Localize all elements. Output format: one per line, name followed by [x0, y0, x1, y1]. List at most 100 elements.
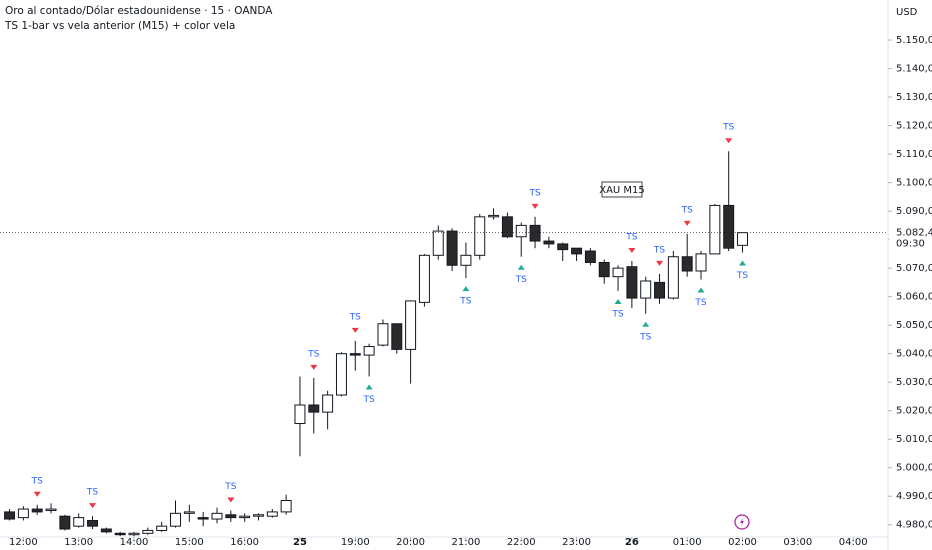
annotation-text: XAU M15	[599, 185, 645, 196]
candle-body	[460, 254, 472, 266]
signal-label: TS	[611, 309, 623, 319]
candle-body	[114, 532, 126, 536]
candle-body	[45, 508, 57, 511]
x-tick-label: 21:00	[452, 537, 481, 548]
signal-label: TS	[653, 245, 665, 255]
candle-body	[640, 280, 652, 299]
y-tick-label: 5.020,000	[896, 406, 932, 417]
candle-body	[170, 512, 181, 527]
candle-body	[543, 240, 555, 245]
signal-label: TS	[625, 233, 637, 243]
signal-marker	[614, 298, 622, 304]
y-tick-label: 4.980,000	[896, 520, 932, 531]
y-tick-label: 5.000,000	[896, 463, 932, 474]
candle-body	[280, 500, 292, 513]
signal-marker	[531, 203, 539, 209]
x-tick-label: 16:00	[230, 537, 259, 548]
signal-label: TS	[224, 482, 236, 492]
candle-body	[529, 224, 541, 242]
signal-label: TS	[307, 349, 319, 359]
candle-body	[73, 517, 85, 527]
candle-body	[211, 512, 223, 520]
candle-body	[418, 254, 430, 303]
y-tick-label: 5.090,000	[896, 206, 932, 217]
signal-marker	[656, 260, 664, 266]
candle-body	[598, 261, 610, 278]
candle-body	[474, 216, 486, 256]
signal-label: TS	[681, 205, 693, 215]
currency: USD	[896, 7, 918, 18]
candle-body	[239, 515, 251, 519]
candle-body	[377, 323, 389, 346]
y-tick-label: 5.030,000	[896, 377, 932, 388]
annotation: XAU M15	[599, 181, 645, 198]
countdown: 09:30	[896, 239, 925, 250]
y-tick-label: 5.130,000	[896, 92, 932, 103]
candle-body	[363, 346, 375, 356]
signal-marker	[462, 286, 470, 292]
signal-marker	[683, 220, 691, 226]
last-price-label: 5.082,440	[896, 228, 932, 239]
candle-body	[405, 300, 417, 350]
candle-body	[4, 511, 16, 520]
y-tick-label: 5.150,000	[896, 35, 932, 46]
candle-body	[197, 517, 209, 520]
signal-marker	[227, 497, 235, 503]
candle-body	[557, 243, 569, 251]
candle-body	[654, 281, 666, 299]
signal-marker	[517, 264, 525, 270]
x-tick-label: 23:00	[562, 537, 591, 548]
y-tick-label: 5.100,000	[896, 178, 932, 189]
signal-label: TS	[639, 332, 651, 342]
candle-body	[584, 250, 596, 263]
x-tick-label: 01:00	[673, 537, 702, 548]
candle-body	[488, 214, 500, 218]
x-tick-label: 20:00	[396, 537, 425, 548]
candle-body	[100, 528, 112, 533]
candle-body	[349, 353, 361, 356]
signal-label: TS	[459, 297, 471, 307]
y-tick-label: 5.060,000	[896, 292, 932, 303]
x-tick-label: 14:00	[120, 537, 149, 548]
signal-label: TS	[363, 395, 375, 405]
candle-body	[391, 323, 403, 350]
x-tick-label: 12:00	[9, 537, 38, 548]
signal-marker	[697, 287, 705, 293]
chart-title: Oro al contado/Dólar estadounidense · 15…	[5, 5, 273, 17]
signal-marker	[725, 138, 733, 144]
y-tick-label: 5.120,000	[896, 121, 932, 132]
indicator-title: TS 1-bar vs vela anterior (M15) + color …	[4, 20, 235, 32]
candle-body	[737, 232, 748, 246]
candle-body	[571, 247, 583, 255]
x-tick-label: 25	[293, 537, 307, 548]
signal-marker	[365, 384, 373, 390]
signal-label: TS	[86, 488, 98, 498]
signal-label: TS	[736, 271, 748, 281]
candle-body	[695, 253, 707, 272]
signal-label: TS	[722, 123, 734, 133]
x-tick-label: 26	[625, 537, 639, 548]
signal-marker	[310, 364, 318, 370]
candle-body	[294, 404, 306, 425]
y-tick-label: 5.110,000	[896, 149, 932, 160]
candle-body	[626, 266, 638, 299]
x-tick-label: 02:00	[728, 537, 757, 548]
candle-body	[266, 511, 278, 517]
signal-label: TS	[694, 298, 706, 308]
candle-body	[432, 230, 444, 256]
y-tick-label: 5.050,000	[896, 320, 932, 331]
alert-icon[interactable]	[734, 514, 750, 530]
candle-body	[446, 230, 458, 266]
x-tick-label: 19:00	[341, 537, 370, 548]
x-tick-label: 22:00	[507, 537, 536, 548]
annotation-box	[601, 181, 643, 198]
candle-body	[156, 525, 168, 531]
candle-body	[87, 519, 98, 527]
x-tick-label: 03:00	[783, 537, 812, 548]
last-price-box	[889, 225, 932, 251]
signal-marker	[628, 248, 636, 254]
signal-marker	[89, 503, 97, 509]
candle-body	[17, 508, 29, 519]
candle-body	[225, 514, 237, 519]
